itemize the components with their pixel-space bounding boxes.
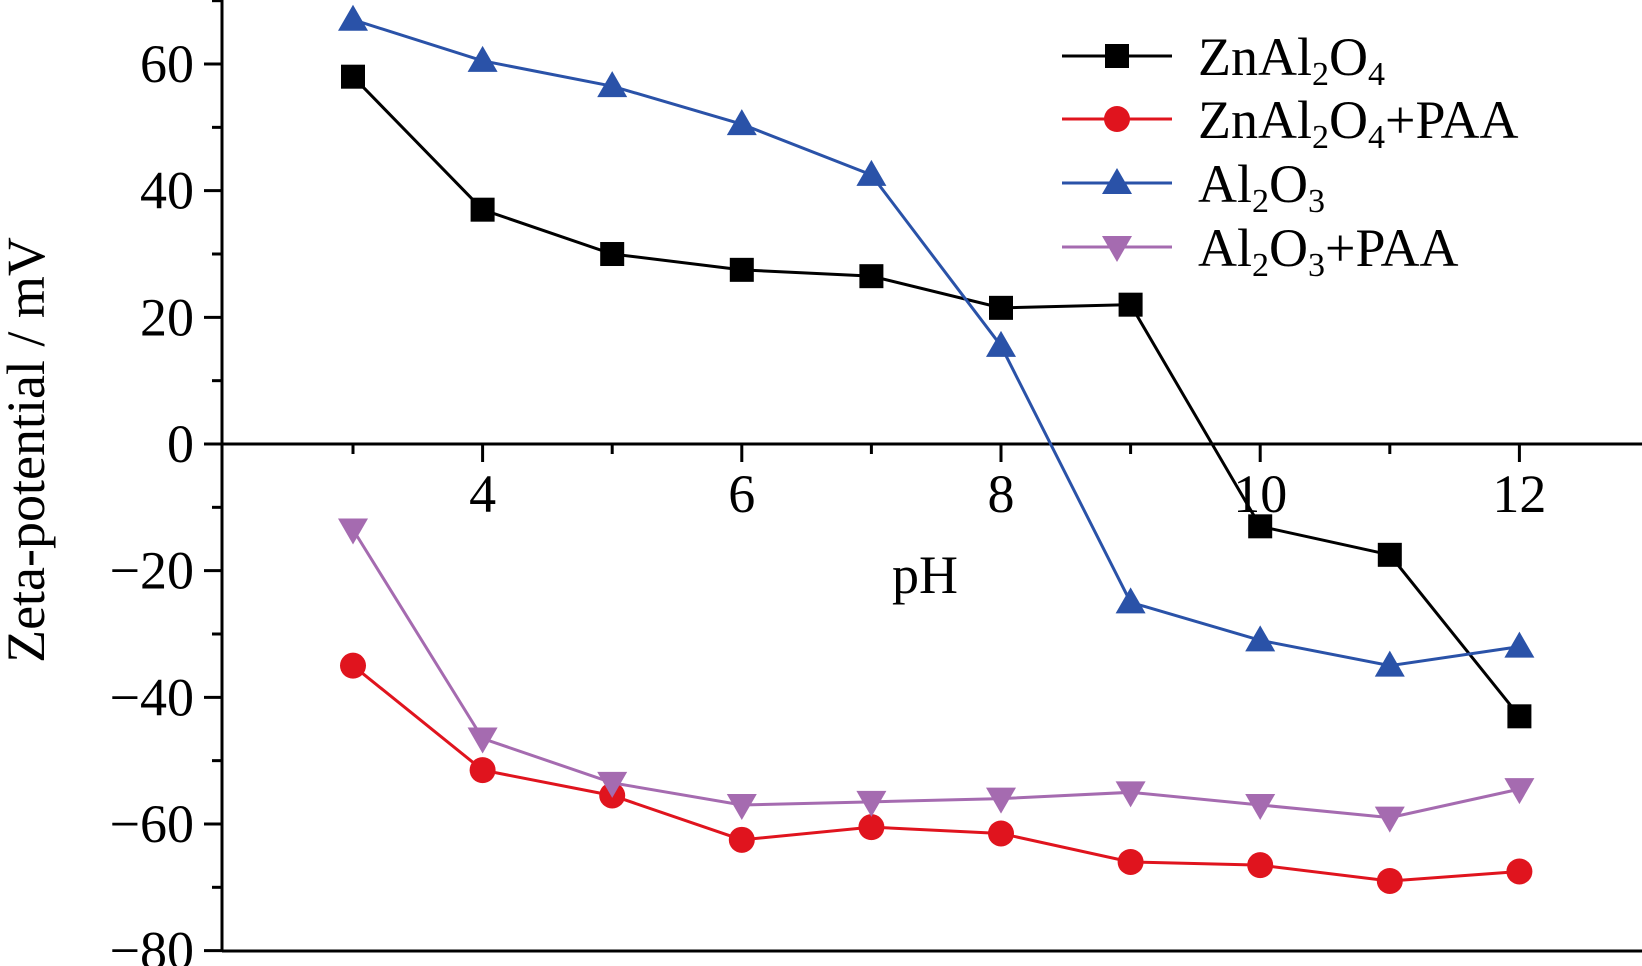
y-tick-label: 0 <box>167 414 194 474</box>
data-point <box>1374 806 1405 833</box>
data-point <box>1117 848 1144 875</box>
legend-subscript: 2 <box>1252 183 1269 220</box>
data-point <box>729 257 754 282</box>
legend-item-4: Al2O3+PAA <box>1062 218 1459 284</box>
legend-marker <box>1104 106 1130 132</box>
legend-text-part: +PAA <box>1325 218 1459 278</box>
legend-label: ZnAl2O4 <box>1198 27 1385 93</box>
legend-text-part: O <box>1329 27 1368 87</box>
series-line <box>352 18 1520 668</box>
data-point <box>1118 292 1143 317</box>
legend-subscript: 4 <box>1368 56 1385 93</box>
legend-item-3: Al2O3 <box>1062 154 1325 220</box>
legend-label: Al2O3 <box>1198 154 1325 220</box>
legend-label: Al2O3+PAA <box>1198 218 1459 284</box>
data-point <box>1115 781 1146 808</box>
legend-item-1: ZnAl2O4 <box>1062 27 1385 93</box>
y-tick-label: −60 <box>110 794 194 854</box>
y-axis-title: Zeta-potential / mV <box>0 237 56 663</box>
data-point <box>470 197 495 222</box>
legend-marker <box>1105 44 1129 68</box>
data-point <box>1247 852 1274 879</box>
legend-subscript: 2 <box>1312 56 1329 93</box>
series-line <box>352 664 1520 883</box>
y-tick-label: 20 <box>140 287 194 347</box>
data-point <box>858 814 885 841</box>
data-point <box>600 242 625 267</box>
legend-subscript: 3 <box>1308 183 1325 220</box>
legend-text-part: Al <box>1198 154 1252 214</box>
data-point <box>1115 587 1146 614</box>
legend-marker <box>1102 168 1132 194</box>
series-2 <box>340 652 1533 894</box>
y-tick-label: −40 <box>110 667 194 727</box>
data-point <box>1506 858 1533 885</box>
data-point <box>859 264 884 289</box>
legend-text-part: Al <box>1198 218 1252 278</box>
data-point <box>338 518 368 545</box>
legend-subscript: 2 <box>1252 247 1269 284</box>
legend-text-part: ZnAl <box>1198 27 1312 87</box>
series-line <box>351 75 1521 718</box>
y-tick-label: 60 <box>140 34 194 94</box>
y-tick-label: −20 <box>110 541 194 601</box>
data-point <box>1377 542 1402 567</box>
data-point <box>1374 650 1405 677</box>
legend-marker <box>1102 236 1132 262</box>
axes <box>220 0 1642 953</box>
data-point <box>1504 778 1535 805</box>
data-point <box>1376 867 1403 894</box>
y-tick-label: 40 <box>140 161 194 221</box>
x-tick-label: 4 <box>469 464 496 524</box>
data-point <box>341 64 365 89</box>
data-point <box>597 71 628 98</box>
data-point <box>1507 704 1532 729</box>
series-line <box>351 528 1520 820</box>
data-point <box>1504 631 1535 658</box>
data-point <box>1245 625 1276 652</box>
data-point <box>467 727 498 754</box>
data-point <box>726 109 757 136</box>
data-point <box>986 787 1016 814</box>
x-tick-label: 8 <box>988 464 1015 524</box>
data-point <box>597 771 628 798</box>
legend-label: ZnAl2O4+PAA <box>1198 90 1519 156</box>
legend-text-part: +PAA <box>1385 90 1519 150</box>
series-1 <box>341 64 1532 729</box>
data-point <box>728 826 755 853</box>
legend-text-part: O <box>1329 90 1368 150</box>
y-tick-label: −80 <box>110 921 194 966</box>
legend-text-part: ZnAl <box>1198 90 1312 150</box>
legend-subscript: 4 <box>1368 119 1385 156</box>
data-point <box>340 652 366 679</box>
series-4 <box>338 518 1535 833</box>
y-ticks: −80 −60 −40 −20 0 20 40 60 <box>110 0 222 966</box>
data-point <box>467 45 498 72</box>
x-tick-label: 12 <box>1492 464 1546 524</box>
legend-item-2: ZnAl2O4+PAA <box>1062 90 1519 156</box>
legend-subscript: 3 <box>1308 247 1325 284</box>
data-point <box>988 820 1014 847</box>
data-point <box>1245 793 1276 820</box>
data-point <box>986 330 1016 357</box>
x-ticks: 4 6 8 10 12 <box>351 444 1546 524</box>
legend-subscript: 2 <box>1312 119 1329 156</box>
data-point <box>856 159 887 186</box>
legend-text-part: O <box>1269 218 1308 278</box>
data-point <box>338 4 368 31</box>
data-point <box>726 793 757 820</box>
series-3 <box>338 4 1535 677</box>
data-point <box>989 295 1013 320</box>
legend-text-part: O <box>1269 154 1308 214</box>
data-point <box>469 757 496 784</box>
data-point <box>1248 514 1273 539</box>
x-axis-title: pH <box>892 545 958 605</box>
x-tick-label: 6 <box>728 464 755 524</box>
series-layer <box>338 4 1535 894</box>
data-point <box>856 790 887 817</box>
